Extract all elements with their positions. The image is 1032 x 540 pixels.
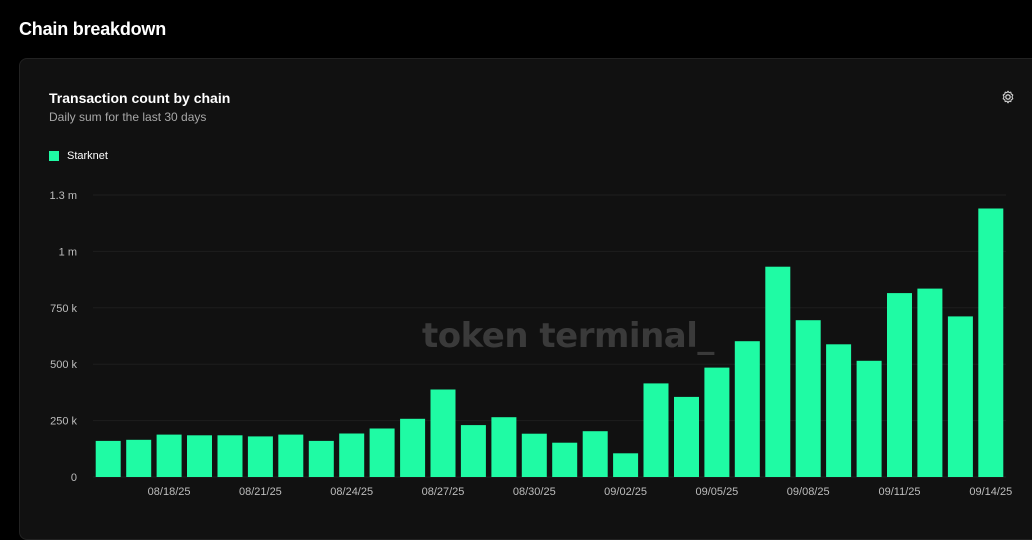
legend-swatch-starknet <box>49 151 59 161</box>
x-tick-label: 09/11/25 <box>878 486 920 498</box>
section-title: Chain breakdown <box>19 19 167 39</box>
bar-08/17/25[interactable] <box>126 439 152 477</box>
bar-09/14/25[interactable] <box>978 208 1004 478</box>
bar-08/25/25[interactable] <box>369 428 395 478</box>
bar-09/01/25[interactable] <box>582 431 608 477</box>
x-tick-label: 08/27/25 <box>422 486 465 498</box>
chart-legend[interactable]: Starknet <box>49 150 108 162</box>
y-tick-label: 0 <box>71 472 77 484</box>
x-tick-label: 09/14/25 <box>969 486 1012 498</box>
bar-08/27/25[interactable] <box>430 389 456 478</box>
legend-label-starknet: Starknet <box>67 150 108 162</box>
bar-09/06/25[interactable] <box>734 341 760 477</box>
bar-09/07/25[interactable] <box>765 266 791 477</box>
bar-08/30/25[interactable] <box>521 433 547 477</box>
bar-08/31/25[interactable] <box>552 442 578 477</box>
bar-08/29/25[interactable] <box>491 417 517 477</box>
bar-08/24/25[interactable] <box>339 433 365 478</box>
x-tick-label: 09/05/25 <box>695 486 738 498</box>
bar-09/02/25[interactable] <box>613 453 639 477</box>
bar-09/03/25[interactable] <box>643 383 669 477</box>
bar-08/16/25[interactable] <box>95 440 121 477</box>
watermark-logo: token terminal_ <box>422 316 714 356</box>
bar-09/12/25[interactable] <box>917 288 943 477</box>
bar-09/13/25[interactable] <box>947 316 973 477</box>
y-tick-label: 750 k <box>50 303 77 315</box>
bar-09/09/25[interactable] <box>826 344 852 477</box>
chart-subtitle: Daily sum for the last 30 days <box>49 110 207 124</box>
y-tick-label: 500 k <box>50 359 77 371</box>
bar-08/28/25[interactable] <box>460 425 486 477</box>
bar-09/04/25[interactable] <box>674 396 699 477</box>
x-tick-label: 08/30/25 <box>513 486 556 498</box>
bars <box>95 208 1004 478</box>
bar-09/05/25[interactable] <box>704 367 730 477</box>
x-tick-label: 09/08/25 <box>787 486 830 498</box>
x-tick-label: 08/18/25 <box>148 486 191 498</box>
x-tick-label: 08/21/25 <box>239 486 282 498</box>
x-tick-label: 08/24/25 <box>330 486 373 498</box>
bar-08/23/25[interactable] <box>308 440 334 477</box>
bar-08/22/25[interactable] <box>278 434 304 477</box>
y-tick-label: 250 k <box>50 416 77 428</box>
bar-chart: 0 250 k 500 k 750 k 1 m 1.3 m 08/18/25 08/21/2… <box>49 190 1013 498</box>
y-tick-label: 1.3 m <box>49 190 77 202</box>
gear-icon[interactable] <box>1000 89 1016 105</box>
bar-08/18/25[interactable] <box>156 434 182 477</box>
bar-08/26/25[interactable] <box>400 418 426 477</box>
bar-09/11/25[interactable] <box>887 293 912 477</box>
bar-09/08/25[interactable] <box>795 320 821 477</box>
y-tick-label: 1 m <box>59 246 77 258</box>
bar-08/19/25[interactable] <box>187 435 212 477</box>
grid-lines <box>93 194 1006 478</box>
bar-09/10/25[interactable] <box>856 360 882 477</box>
bar-08/21/25[interactable] <box>247 436 273 477</box>
y-axis-labels: 0 250 k 500 k 750 k 1 m 1.3 m <box>49 190 77 484</box>
bar-08/20/25[interactable] <box>217 435 243 477</box>
chart-title: Transaction count by chain <box>49 90 231 106</box>
x-axis-labels: 08/18/25 08/21/25 08/24/25 08/27/25 08/30/25… <box>148 486 1013 498</box>
x-tick-label: 09/02/25 <box>604 486 647 498</box>
